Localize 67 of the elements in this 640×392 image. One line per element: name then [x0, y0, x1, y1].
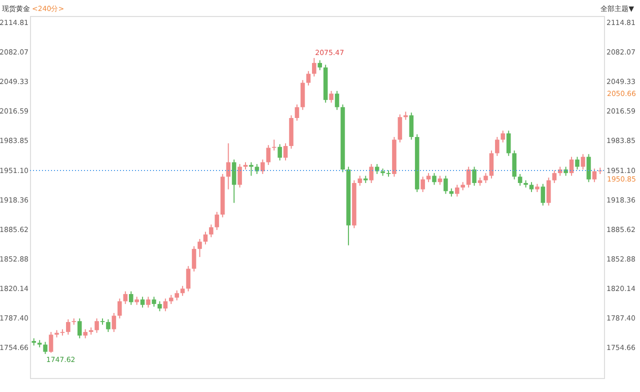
candlestick — [260, 159, 265, 174]
candlestick — [106, 318, 110, 332]
candlestick — [174, 290, 180, 301]
candlestick — [409, 112, 414, 140]
candlestick — [112, 312, 116, 332]
candlestick — [472, 166, 476, 186]
candlestick — [94, 318, 99, 334]
candlestick — [163, 298, 168, 312]
candlestick — [575, 156, 580, 170]
candlestick — [329, 90, 334, 104]
candlestick — [266, 144, 271, 166]
candlestick — [77, 318, 82, 339]
candlestick — [592, 168, 597, 183]
candlestick — [180, 285, 185, 296]
candlestick — [118, 298, 122, 319]
candlestick — [140, 296, 145, 308]
candlestick — [226, 142, 230, 190]
candlestick — [168, 294, 174, 304]
candlestick — [232, 159, 236, 204]
candlestick — [540, 183, 546, 206]
candlestick — [238, 164, 242, 188]
candlestick — [369, 164, 374, 184]
candlestick — [518, 173, 522, 186]
candlestick — [294, 104, 300, 122]
candlestick — [123, 290, 128, 304]
candlestick — [146, 296, 150, 308]
candlestick — [152, 296, 156, 308]
candlestick — [306, 70, 311, 86]
candlestick — [495, 136, 500, 156]
candlestick — [318, 60, 322, 71]
candlestick — [312, 58, 316, 77]
candlestick — [426, 172, 431, 183]
candlestick — [66, 318, 70, 336]
candlestick — [398, 114, 402, 143]
candlestick — [444, 175, 448, 194]
candlestick — [192, 246, 196, 272]
candlestick — [48, 331, 54, 354]
candlestick — [198, 238, 202, 258]
candlestick — [358, 175, 362, 186]
candlestick — [278, 144, 282, 161]
candlestick — [529, 182, 534, 193]
candlestick — [420, 176, 425, 193]
candlestick — [283, 142, 288, 161]
candlestick — [506, 130, 511, 156]
candlestick — [158, 300, 162, 312]
candlestick — [249, 162, 254, 176]
candlestick — [334, 90, 340, 110]
candlestick — [454, 184, 460, 198]
candlestick — [586, 154, 591, 183]
candlestick — [186, 266, 190, 292]
candlestick — [203, 231, 208, 245]
candlestick — [466, 166, 471, 188]
candlestick — [128, 290, 134, 306]
candlestick — [272, 139, 276, 152]
candlestick — [546, 177, 551, 206]
candlestick — [432, 172, 436, 186]
candlestick — [438, 175, 442, 186]
candlestick — [83, 328, 88, 339]
candlestick — [580, 154, 586, 170]
candlestick — [489, 150, 494, 179]
candlestick — [43, 341, 48, 354]
candlestick — [209, 224, 214, 238]
candlestick — [484, 172, 488, 184]
candlestick — [214, 211, 220, 230]
candlestick — [512, 150, 516, 180]
candlestick — [569, 156, 574, 176]
candlestick — [552, 170, 557, 184]
